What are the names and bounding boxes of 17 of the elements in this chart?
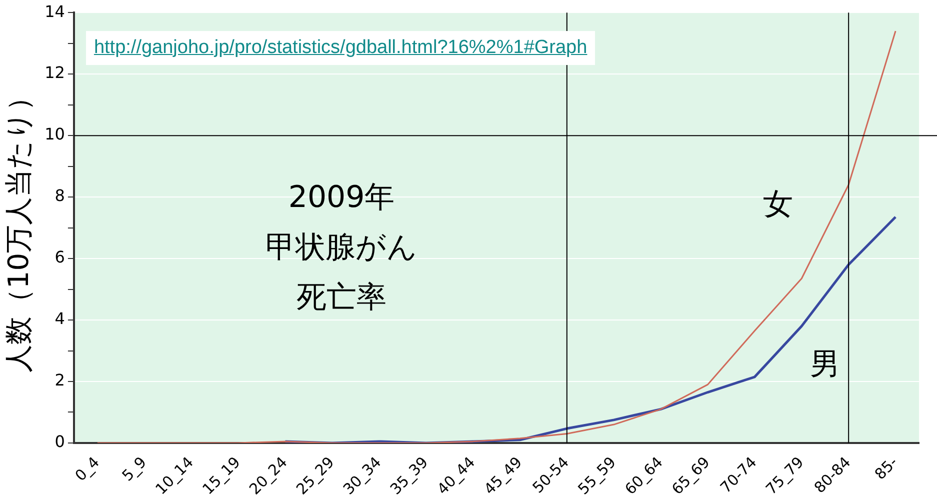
y-tick-label: 2 xyxy=(54,370,65,390)
y-tick-label: 4 xyxy=(54,309,65,328)
x-tick-label: 85- xyxy=(871,453,902,484)
series-label: 女 xyxy=(763,187,794,222)
y-tick-label: 12 xyxy=(44,63,65,82)
text: 甲状腺がん死亡率 xyxy=(266,230,418,315)
y-tick-label: 10 xyxy=(44,124,65,144)
text: 2009年 xyxy=(288,180,395,215)
x-tick-label: 0_4 xyxy=(71,453,104,485)
y-tick-label: 6 xyxy=(54,248,65,267)
y-tick-label: 8 xyxy=(54,186,65,206)
series-label: 男 xyxy=(810,346,840,382)
y-tick-label: 0 xyxy=(54,432,65,452)
y-tick-label: 14 xyxy=(44,2,65,21)
x-tick-label: 5_9 xyxy=(118,453,150,485)
annotation: http://ganjoho.jp/pro/statistics/gdball.html?16%2%1#Graph xyxy=(86,30,596,65)
y-axis-title: 人数（10万人当たり） xyxy=(2,82,36,373)
